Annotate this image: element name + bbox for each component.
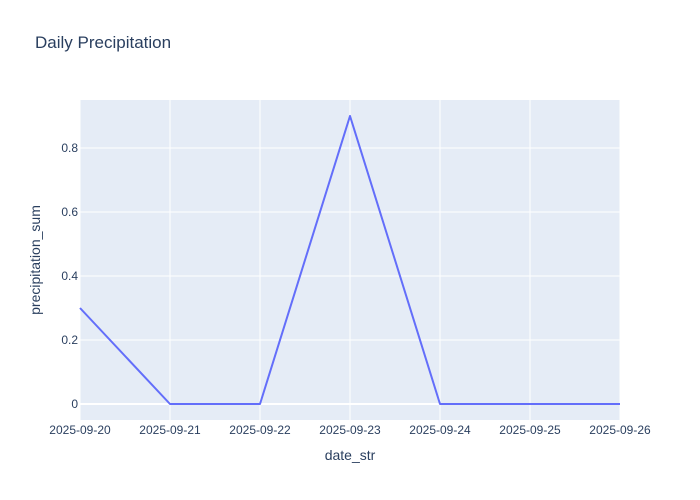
x-tick-label: 2025-09-26 xyxy=(589,423,651,437)
x-tick-label: 2025-09-24 xyxy=(409,423,471,437)
x-tick-label: 2025-09-23 xyxy=(319,423,381,437)
x-axis-title: date_str xyxy=(325,447,376,463)
chart-title: Daily Precipitation xyxy=(35,33,172,52)
x-tick-label: 2025-09-25 xyxy=(499,423,561,437)
y-tick-label: 0.8 xyxy=(61,141,78,155)
y-tick-label: 0 xyxy=(71,397,78,411)
series-layer xyxy=(79,115,620,405)
y-axis-title: precipitation_sum xyxy=(27,205,43,315)
x-tick-labels: 2025-09-20 2025-09-21 2025-09-22 2025-09-23… xyxy=(49,423,651,437)
x-tick-label: 2025-09-21 xyxy=(139,423,201,437)
y-tick-label: 0.2 xyxy=(61,333,78,347)
y-tick-label: 0.6 xyxy=(61,205,78,219)
y-tick-labels: 0 0.2 0.4 0.6 0.8 xyxy=(61,141,78,411)
series-line xyxy=(79,115,620,405)
x-tick-label: 2025-09-22 xyxy=(229,423,291,437)
y-tick-label: 0.4 xyxy=(61,269,78,283)
x-tick-label: 2025-09-20 xyxy=(49,423,111,437)
